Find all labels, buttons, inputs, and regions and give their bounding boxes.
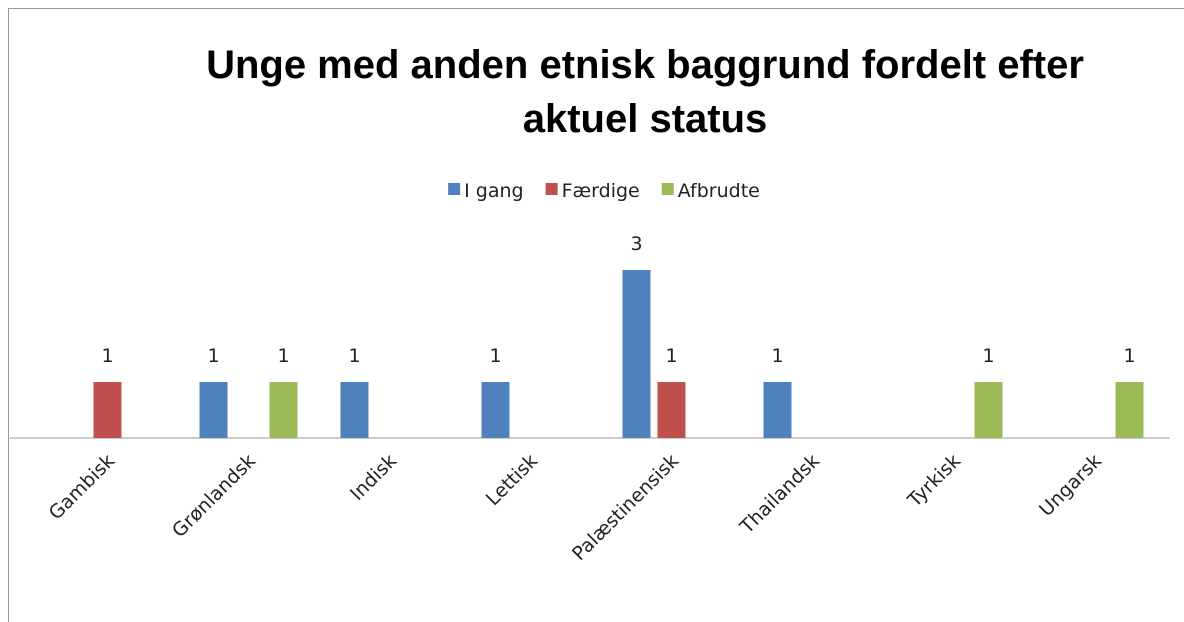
- data-label: 1: [1123, 345, 1135, 367]
- x-tick-label: Palæstinensisk: [568, 450, 683, 565]
- x-tick-label: Thailandsk: [735, 450, 824, 539]
- x-tick-label: Gambisk: [45, 450, 119, 524]
- bar: [974, 382, 1003, 438]
- legend-swatch: [661, 183, 674, 195]
- chart-frame: [8, 8, 1184, 622]
- data-label: 1: [771, 345, 783, 367]
- bar: [199, 382, 228, 438]
- bar: [481, 382, 510, 438]
- legend-swatch: [448, 183, 461, 195]
- x-tick-label: Tyrkisk: [903, 450, 965, 512]
- legend-label: Færdige: [562, 180, 640, 202]
- bar: [340, 382, 369, 438]
- data-label: 1: [982, 345, 994, 367]
- bar: [763, 382, 792, 438]
- data-label: 3: [630, 233, 642, 255]
- bar: [269, 382, 298, 438]
- x-tick-label: Ungarsk: [1035, 450, 1106, 521]
- data-label: 1: [665, 345, 677, 367]
- bar: [657, 382, 686, 438]
- legend-label: Afbrudte: [678, 180, 760, 202]
- bar: [1115, 382, 1144, 438]
- bar: [93, 382, 122, 438]
- data-label: 1: [348, 345, 360, 367]
- bar: [622, 270, 651, 438]
- x-tick-label: Indisk: [346, 450, 401, 505]
- legend-swatch: [545, 183, 558, 195]
- data-label: 1: [101, 345, 113, 367]
- chart-title: Unge med anden etnisk baggrund fordelt e…: [206, 43, 1084, 141]
- legend-label: I gang: [464, 180, 523, 202]
- data-label: 1: [489, 345, 501, 367]
- data-label: 1: [277, 345, 289, 367]
- x-tick-label: Grønlandsk: [168, 450, 260, 542]
- data-label: 1: [207, 345, 219, 367]
- x-tick-label: Lettisk: [482, 450, 542, 510]
